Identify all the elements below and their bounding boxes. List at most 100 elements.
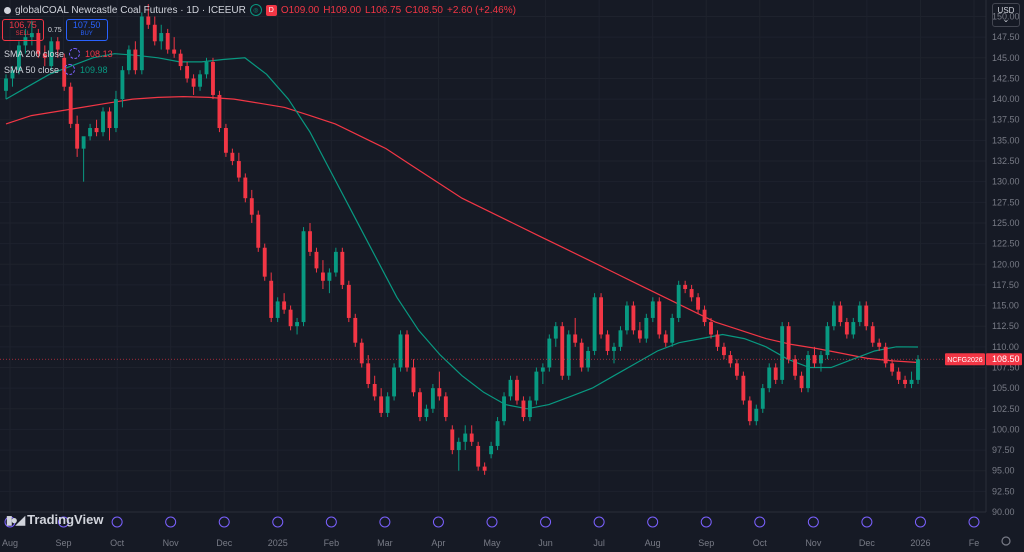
y-tick-label: 92.50 (992, 486, 1015, 496)
y-tick-label: 90.00 (992, 507, 1015, 517)
candle-body (308, 231, 312, 252)
logo-text: TradingView (27, 512, 104, 527)
y-tick-label: 102.50 (992, 404, 1020, 414)
candle-body (353, 317, 358, 343)
candle-body (4, 78, 8, 91)
y-tick-label: 117.50 (992, 280, 1019, 290)
buy-button[interactable]: 107.50 BUY (65, 19, 108, 41)
close-value: C108.50 (405, 4, 443, 16)
candle-body (689, 289, 694, 298)
candle-body (94, 128, 99, 133)
candle-body (599, 297, 604, 335)
candle-body (120, 70, 125, 100)
candle-body (489, 445, 494, 455)
y-tick-label: 150.00 (992, 12, 1020, 22)
y-tick-label: 130.00 (992, 177, 1020, 187)
trade-panel: 106.75 SELL 0.75 107.50 BUY (2, 19, 108, 41)
event-marker-icon (807, 516, 819, 528)
candle-body (68, 86, 73, 124)
candle-body (502, 396, 506, 422)
candle-body (320, 272, 325, 281)
candle-body (223, 128, 228, 153)
candle-body (23, 37, 28, 46)
y-tick-label: 132.50 (992, 156, 1020, 166)
low-value: L106.75 (365, 4, 402, 16)
candle-body (825, 326, 830, 356)
candle-body (165, 33, 170, 50)
price-axis: 150.00 147.50 145.00 142.50 140.00 137.50 135.… (985, 0, 1024, 552)
gear-icon[interactable] (1001, 536, 1011, 546)
candle-body (605, 334, 610, 351)
candle-body (42, 53, 47, 58)
candle-body (709, 322, 713, 335)
y-tick-label: 110.00 (992, 342, 1019, 352)
candle-body (728, 355, 733, 364)
indicator-sma50[interactable]: SMA 50 close 109.98 (4, 64, 108, 75)
x-tick-label: May (483, 538, 501, 548)
candle-body (456, 441, 461, 451)
y-tick-label: 112.50 (992, 321, 1019, 331)
candle-body (236, 161, 241, 178)
candle-body (883, 346, 888, 364)
indicator-settings-icon[interactable] (69, 48, 81, 59)
indicator-sma50-value: 109.98 (80, 64, 108, 75)
candle-body (799, 375, 804, 389)
delayed-data-icon[interactable]: D (265, 4, 277, 16)
price-tag-text: 108.50 (992, 354, 1020, 364)
time-axis: Aug Sep Oct Nov Dec 2025 Feb Mar Apr May Jun Jul Aug… (0, 511, 1011, 548)
tradingview-logo[interactable]: ▮●◢ TradingView (6, 512, 103, 527)
symbol-tag-bg (945, 353, 985, 366)
sma50-layer (5, 53, 919, 410)
indicator-sma200[interactable]: SMA 200 close 108.13 (4, 48, 113, 59)
event-marker-icon (486, 516, 498, 528)
candle-body (819, 355, 823, 364)
candle-body (366, 363, 371, 384)
sell-button[interactable]: 106.75 SELL (2, 19, 44, 41)
indicator-sma200-value: 108.13 (85, 48, 113, 59)
candle-body (346, 284, 351, 318)
change-value: +2.60 (+2.46%) (446, 4, 516, 16)
candle-body (262, 247, 267, 277)
candle-body (909, 379, 914, 384)
candle-body (152, 24, 157, 42)
candle-body (282, 301, 287, 310)
candle-body (495, 421, 500, 446)
candle-body (81, 136, 86, 149)
y-tick-label: 140.00 (992, 94, 1020, 104)
candle-body (715, 334, 720, 347)
y-tick-label: 95.00 (992, 466, 1015, 476)
candle-body (359, 342, 364, 364)
candle-body (851, 322, 856, 335)
symbol-title[interactable]: globalCOAL Newcastle Coal Futures · 1D ·… (15, 4, 246, 16)
candle-body (612, 346, 616, 351)
candle-body (890, 363, 895, 372)
indicator-settings-icon[interactable] (64, 64, 76, 75)
candle-body (696, 297, 701, 310)
event-marker-icon (218, 516, 230, 528)
candle-body (243, 177, 248, 199)
candle-body (476, 445, 481, 467)
candle-body (379, 396, 384, 413)
x-tick-label: Oct (753, 538, 768, 548)
currency-selector[interactable]: USD ⌄ (992, 3, 1020, 27)
candle-body (657, 301, 662, 335)
candle-body (670, 317, 675, 343)
candle-body (754, 408, 759, 422)
x-tick-label: Jun (538, 538, 553, 548)
candle-body (114, 99, 118, 128)
x-tick-label: Oct (110, 538, 125, 548)
candle-body (340, 251, 345, 285)
market-status-icon[interactable]: ◎ (249, 4, 262, 16)
candle-body (857, 305, 862, 323)
candle-body (482, 466, 487, 471)
x-tick-label: 2025 (268, 538, 288, 548)
event-marker-icon (325, 516, 337, 528)
indicator-sma200-name: SMA 200 close (4, 48, 65, 59)
candle-body (126, 49, 131, 71)
candles-layer (4, 4, 920, 475)
y-tick-label: 107.50 (992, 362, 1020, 372)
open-value: O109.00 (280, 4, 320, 16)
y-tick-label: 120.00 (992, 259, 1020, 269)
candle-body (230, 152, 235, 162)
